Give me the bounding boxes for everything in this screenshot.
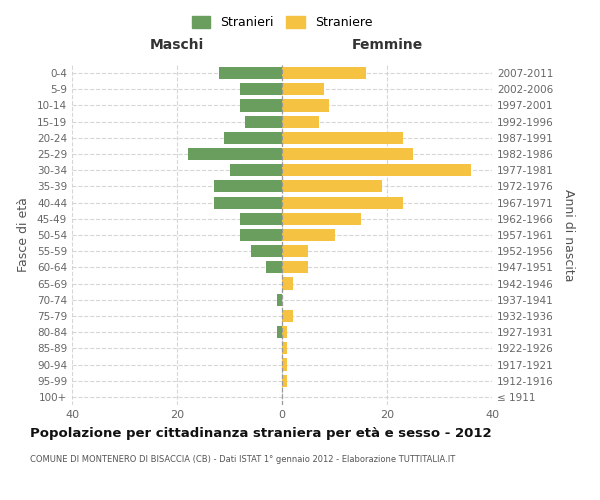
Bar bbox=[187, 148, 282, 160]
Bar bbox=[266, 262, 282, 274]
Bar bbox=[282, 245, 308, 258]
Text: Femmine: Femmine bbox=[352, 38, 422, 52]
Bar bbox=[282, 83, 324, 96]
Text: COMUNE DI MONTENERO DI BISACCIA (CB) - Dati ISTAT 1° gennaio 2012 - Elaborazione: COMUNE DI MONTENERO DI BISACCIA (CB) - D… bbox=[30, 455, 455, 464]
Bar bbox=[219, 67, 282, 79]
Bar bbox=[245, 116, 282, 128]
Legend: Stranieri, Straniere: Stranieri, Straniere bbox=[187, 11, 377, 34]
Bar bbox=[282, 212, 361, 225]
Bar bbox=[277, 326, 282, 338]
Bar bbox=[282, 100, 329, 112]
Bar bbox=[240, 212, 282, 225]
Bar bbox=[277, 294, 282, 306]
Bar bbox=[282, 164, 471, 176]
Text: Popolazione per cittadinanza straniera per età e sesso - 2012: Popolazione per cittadinanza straniera p… bbox=[30, 428, 491, 440]
Bar bbox=[229, 164, 282, 176]
Y-axis label: Anni di nascita: Anni di nascita bbox=[562, 188, 575, 281]
Bar bbox=[282, 374, 287, 387]
Bar bbox=[214, 180, 282, 192]
Bar bbox=[282, 132, 403, 144]
Bar bbox=[251, 245, 282, 258]
Bar bbox=[282, 326, 287, 338]
Bar bbox=[240, 83, 282, 96]
Y-axis label: Fasce di età: Fasce di età bbox=[17, 198, 30, 272]
Bar bbox=[282, 262, 308, 274]
Bar bbox=[282, 310, 293, 322]
Bar bbox=[240, 100, 282, 112]
Bar bbox=[282, 116, 319, 128]
Bar bbox=[282, 278, 293, 289]
Bar bbox=[282, 67, 366, 79]
Text: Maschi: Maschi bbox=[150, 38, 204, 52]
Bar bbox=[240, 229, 282, 241]
Bar bbox=[282, 148, 413, 160]
Bar bbox=[282, 229, 335, 241]
Bar bbox=[214, 196, 282, 208]
Bar bbox=[282, 196, 403, 208]
Bar bbox=[282, 180, 382, 192]
Bar bbox=[282, 358, 287, 370]
Bar bbox=[224, 132, 282, 144]
Bar bbox=[282, 342, 287, 354]
